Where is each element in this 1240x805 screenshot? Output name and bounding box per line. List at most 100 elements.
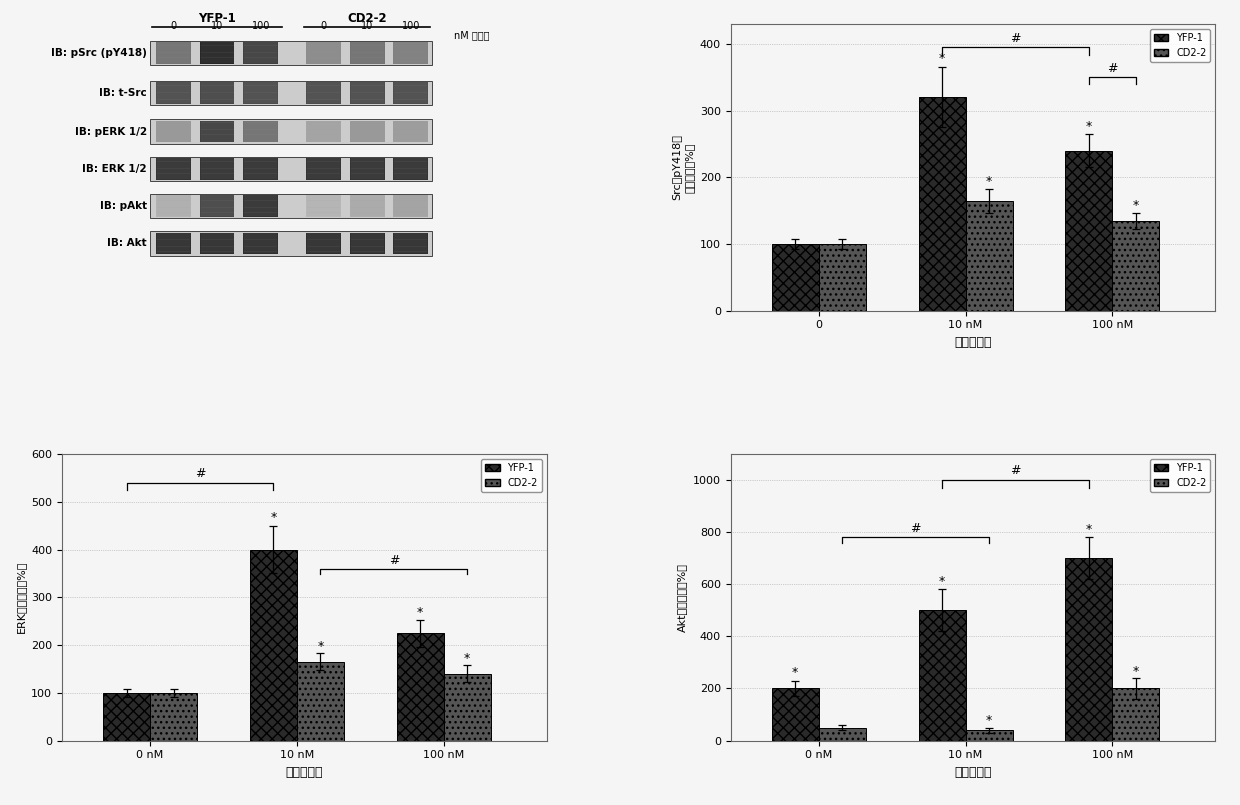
Text: 0: 0 [170,21,176,31]
Text: *: * [270,511,277,524]
Bar [150,194,433,218]
Bar [306,121,341,142]
Text: *: * [986,715,992,728]
Bar [150,231,433,255]
Bar [393,196,428,217]
Bar [243,42,278,64]
Bar [250,550,296,741]
Text: *: * [939,52,945,65]
Text: IB: ERK 1/2: IB: ERK 1/2 [82,164,146,174]
Text: IB: Akt: IB: Akt [107,238,146,249]
Bar [1065,558,1112,741]
Text: *: * [939,575,945,588]
Y-axis label: ERK活化（对照%）: ERK活化（对照%） [16,561,26,634]
Legend: YFP-1, CD2-2: YFP-1, CD2-2 [1149,29,1210,62]
Bar [1112,688,1159,741]
Text: 100: 100 [252,21,270,31]
X-axis label: 乌本苷浓度: 乌本苷浓度 [955,336,992,349]
Bar [156,121,191,142]
Y-axis label: Akt活化（对照%）: Akt活化（对照%） [677,563,687,632]
Bar [243,196,278,217]
Bar [150,119,433,144]
Text: *: * [464,652,470,665]
Text: YFP-1: YFP-1 [198,12,236,25]
Bar [150,40,433,65]
Bar [150,693,197,741]
Bar [397,633,444,741]
Text: #: # [1011,32,1021,45]
Bar [150,157,433,181]
Bar [296,662,343,741]
Bar [243,121,278,142]
Text: #: # [1011,464,1021,477]
Bar [306,233,341,254]
Bar [771,244,818,311]
Text: IB: t-Src: IB: t-Src [99,88,146,98]
Bar [200,82,234,104]
Bar [156,82,191,104]
Bar [1065,151,1112,311]
Bar [200,121,234,142]
Text: 10: 10 [211,21,223,31]
Bar [350,121,384,142]
Bar [306,158,341,180]
Text: #: # [388,554,399,567]
Bar [156,196,191,217]
Text: *: * [1133,199,1140,212]
Bar [156,158,191,180]
Bar [393,158,428,180]
Bar [350,82,384,104]
Bar [306,82,341,104]
Text: *: * [417,606,423,619]
Bar [243,158,278,180]
Text: *: * [986,175,992,188]
Bar [200,158,234,180]
Text: #: # [1107,62,1117,75]
Text: IB: pERK 1/2: IB: pERK 1/2 [74,126,146,137]
Bar [1112,221,1159,311]
Bar [200,196,234,217]
Bar [306,42,341,64]
Text: IB: pSrc (pY418): IB: pSrc (pY418) [51,47,146,58]
Legend: YFP-1, CD2-2: YFP-1, CD2-2 [481,459,542,492]
Text: *: * [792,666,799,679]
X-axis label: 乌本苷浓度: 乌本苷浓度 [285,766,322,779]
Bar [818,244,866,311]
Text: *: * [1133,665,1140,678]
Bar [200,42,234,64]
Bar [919,97,966,311]
Bar [919,610,966,741]
Bar [243,233,278,254]
Bar [156,42,191,64]
Bar [393,121,428,142]
Text: #: # [195,467,206,480]
Bar [350,42,384,64]
Text: 100: 100 [402,21,420,31]
X-axis label: 乌本苷浓度: 乌本苷浓度 [955,766,992,779]
Text: 10: 10 [361,21,373,31]
Text: *: * [1086,120,1092,133]
Bar [393,42,428,64]
Text: *: * [1086,522,1092,535]
Bar [818,728,866,741]
Text: CD2-2: CD2-2 [347,12,387,25]
Text: IB: pAkt: IB: pAkt [99,201,146,211]
Bar [771,688,818,741]
Text: #: # [910,522,921,535]
Y-axis label: Src（pY418）
活化（对照%）: Src（pY418） 活化（对照%） [672,134,694,200]
Bar [103,693,150,741]
Bar [156,233,191,254]
Text: 0: 0 [321,21,326,31]
Bar [444,674,491,741]
Bar [350,233,384,254]
Bar [393,82,428,104]
Bar [350,196,384,217]
Bar [306,196,341,217]
Bar [200,233,234,254]
Text: nM 乌本苷: nM 乌本苷 [455,31,490,40]
Bar [966,730,1013,741]
Bar [393,233,428,254]
Bar [243,82,278,104]
Text: *: * [317,640,324,654]
Bar [350,158,384,180]
